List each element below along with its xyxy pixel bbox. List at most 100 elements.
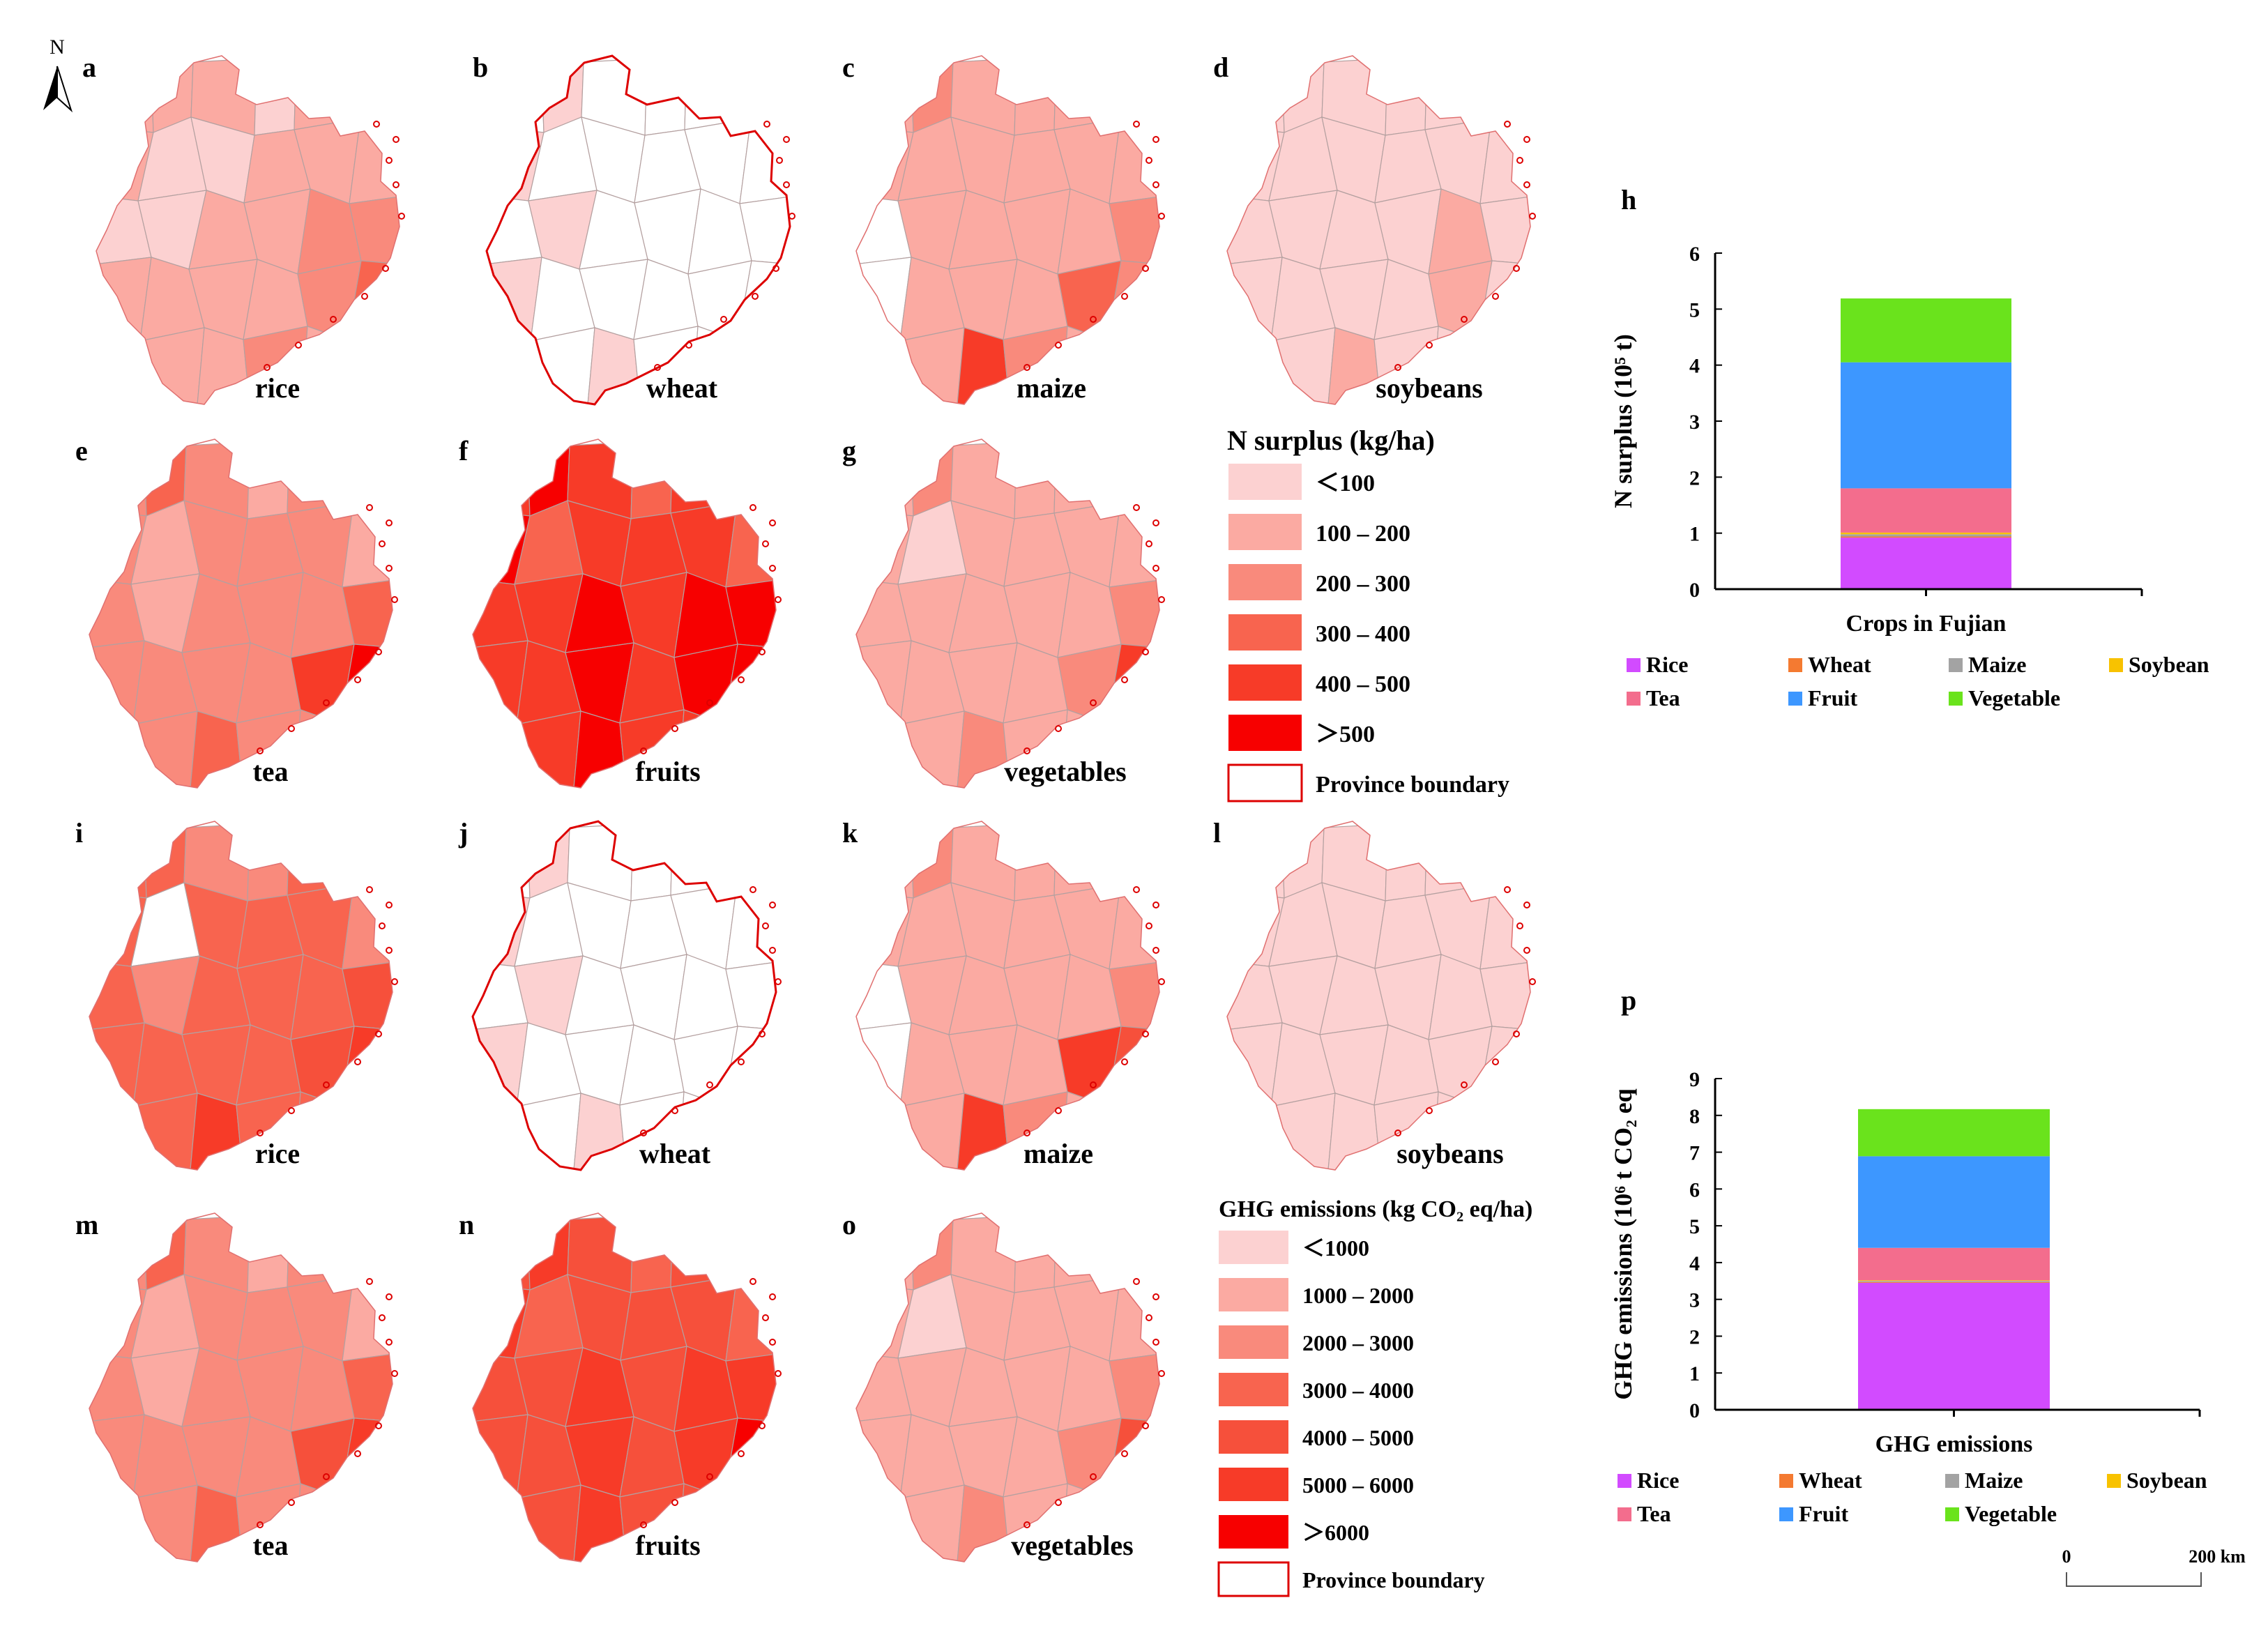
bar-segment-maize bbox=[1858, 1281, 2050, 1282]
island-outline bbox=[783, 136, 790, 143]
county-region bbox=[197, 327, 250, 404]
county-region bbox=[349, 118, 399, 204]
island-outline bbox=[366, 1278, 373, 1285]
island-outline bbox=[375, 1030, 382, 1037]
legend-label-soybean: Soybean bbox=[2126, 1468, 2207, 1493]
legend-swatch-fruit bbox=[1788, 692, 1802, 706]
chart-h-n-surplus: h 0 1 2 3 4 5 6 N surplus (10⁵ t) Crops in Fujian… bbox=[1609, 184, 2209, 710]
island-outline bbox=[769, 565, 776, 572]
county-region bbox=[358, 56, 399, 126]
panel-label-c: c bbox=[842, 52, 855, 83]
legend-ghg-swatch bbox=[1219, 1278, 1288, 1311]
bar-segment-tea bbox=[1841, 488, 2011, 533]
county-region bbox=[630, 1213, 673, 1293]
county-region bbox=[190, 710, 243, 788]
panel-label-g: g bbox=[842, 435, 856, 466]
y-tick-label: 4 bbox=[1689, 355, 1700, 378]
panel-label-b: b bbox=[473, 52, 488, 83]
county-region bbox=[957, 1093, 1010, 1170]
county-region bbox=[644, 56, 687, 136]
county-region bbox=[89, 1100, 139, 1170]
island-outline bbox=[354, 676, 361, 683]
map-panel-e: e tea bbox=[75, 435, 398, 789]
island-outline bbox=[264, 364, 271, 371]
legend-n-label: 300 – 400 bbox=[1316, 621, 1410, 647]
island-outline bbox=[1158, 596, 1165, 603]
island-outline bbox=[1090, 1473, 1097, 1480]
legend-label-rice: Rice bbox=[1637, 1468, 1679, 1493]
county-region bbox=[1014, 821, 1057, 902]
county-region bbox=[1014, 1213, 1057, 1293]
y-tick-label: 6 bbox=[1689, 243, 1700, 266]
province-boundary bbox=[855, 821, 1160, 1171]
island-outline bbox=[1152, 947, 1159, 954]
panel-label-e: e bbox=[75, 435, 88, 466]
county-region bbox=[1227, 334, 1277, 404]
island-outline bbox=[1152, 1293, 1159, 1300]
legend-label-maize: Maize bbox=[1968, 652, 2027, 677]
map-caption-k: maize bbox=[1023, 1138, 1093, 1169]
panel-label-k: k bbox=[842, 817, 858, 849]
county-region bbox=[1118, 821, 1159, 892]
legend-swatch-vegetable bbox=[1949, 692, 1963, 706]
island-outline bbox=[366, 886, 373, 893]
county-region bbox=[1477, 334, 1530, 404]
legend-ghg-label: 5000 – 6000 bbox=[1302, 1473, 1414, 1498]
legend-label-tea: Tea bbox=[1637, 1501, 1671, 1526]
county-region bbox=[856, 1491, 906, 1562]
island-outline bbox=[382, 265, 389, 272]
county-region bbox=[1424, 56, 1492, 130]
county-region bbox=[1106, 334, 1159, 404]
bar-segment-soybean bbox=[1858, 1280, 2050, 1281]
north-label: N bbox=[50, 36, 65, 59]
island-outline bbox=[323, 699, 330, 706]
panel-label-i: i bbox=[75, 817, 83, 849]
legend-ghg-label: 3000 – 4000 bbox=[1302, 1378, 1414, 1403]
bar-segment-soybean bbox=[1841, 532, 2011, 535]
county-region bbox=[139, 327, 205, 404]
legend-ghg-boundary-label: Province boundary bbox=[1302, 1567, 1485, 1592]
island-outline bbox=[391, 978, 398, 985]
island-outline bbox=[391, 596, 398, 603]
island-outline bbox=[330, 316, 337, 323]
county-region bbox=[1424, 821, 1492, 896]
map-panel-k: k maize bbox=[842, 817, 1165, 1171]
county-region bbox=[1109, 501, 1159, 588]
panel-label-m: m bbox=[75, 1209, 98, 1240]
county-region bbox=[247, 1213, 290, 1293]
island-outline bbox=[720, 316, 727, 323]
county-region bbox=[1118, 439, 1159, 510]
county-region bbox=[190, 1093, 243, 1170]
island-outline bbox=[1121, 1058, 1128, 1065]
county-region bbox=[1053, 56, 1121, 130]
island-outline bbox=[323, 1473, 330, 1480]
province-boundary bbox=[1226, 55, 1531, 405]
province-boundary bbox=[485, 54, 791, 406]
island-outline bbox=[776, 157, 783, 164]
island-outline bbox=[1133, 504, 1140, 511]
island-outline bbox=[1142, 648, 1149, 655]
island-outline bbox=[759, 648, 766, 655]
county-region bbox=[473, 1491, 522, 1562]
county-region bbox=[899, 327, 965, 404]
map-caption-b: wheat bbox=[646, 372, 718, 404]
county-region bbox=[89, 717, 139, 788]
scale-bar-zero: 0 bbox=[2062, 1546, 2071, 1567]
island-outline bbox=[1158, 1370, 1165, 1377]
county-region bbox=[856, 1213, 914, 1291]
island-outline bbox=[783, 181, 790, 188]
legend-n-swatch bbox=[1228, 664, 1302, 701]
bar-segment-rice bbox=[1841, 538, 2011, 589]
island-outline bbox=[354, 1058, 361, 1065]
county-region bbox=[630, 821, 673, 902]
island-outline bbox=[1513, 1030, 1520, 1037]
legend-n-surplus: N surplus (kg/ha) ＜100 100 – 200 200 – 300… bbox=[1227, 425, 1509, 802]
island-outline bbox=[379, 922, 386, 929]
map-panel-n: n fruits bbox=[459, 1209, 782, 1562]
legend-n-boundary-label: Province boundary bbox=[1316, 772, 1509, 798]
island-outline bbox=[1394, 364, 1401, 371]
county-region bbox=[1227, 821, 1285, 899]
province-boundary bbox=[1226, 821, 1531, 1171]
legend-label-wheat: Wheat bbox=[1808, 652, 1871, 677]
island-outline bbox=[1523, 902, 1530, 908]
